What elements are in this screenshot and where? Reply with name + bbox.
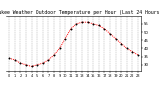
Title: Milwaukee Weather Outdoor Temperature per Hour (Last 24 Hours): Milwaukee Weather Outdoor Temperature pe…	[0, 10, 160, 15]
